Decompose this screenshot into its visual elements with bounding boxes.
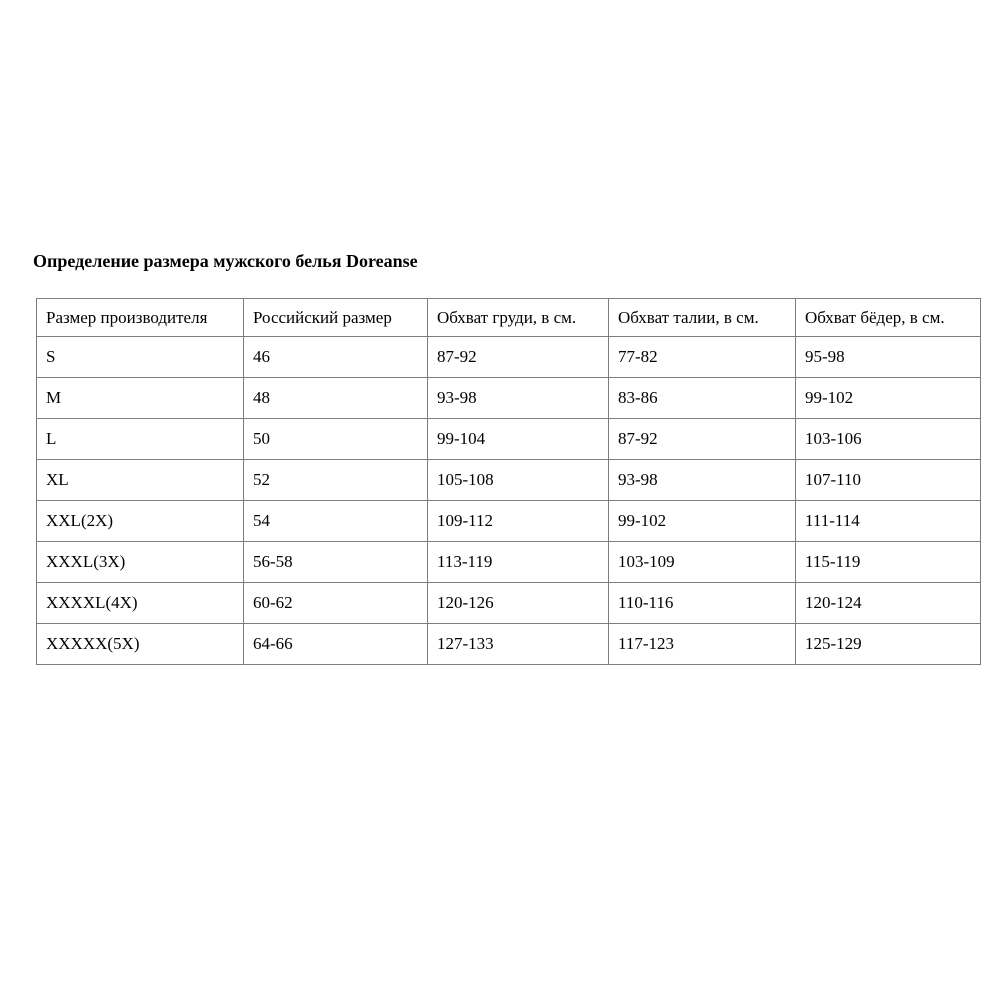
table-header-row: Размер производителя Российский размер Обх… xyxy=(36,298,981,337)
table-cell: XXXL(3X) xyxy=(36,541,244,583)
table-cell: 105-108 xyxy=(427,459,609,501)
table-cell: L xyxy=(36,418,244,460)
table-cell: 93-98 xyxy=(427,377,609,419)
table-cell: 77-82 xyxy=(608,336,796,378)
table-cell: 109-112 xyxy=(427,500,609,542)
column-header: Обхват бёдер, в см. xyxy=(795,298,981,337)
table-cell: 99-102 xyxy=(608,500,796,542)
table-cell: 99-104 xyxy=(427,418,609,460)
table-cell: 54 xyxy=(243,500,428,542)
table-cell: 103-106 xyxy=(795,418,981,460)
table-row: M 48 93-98 83-86 99-102 xyxy=(36,377,981,419)
table-cell: 64-66 xyxy=(243,623,428,665)
table-cell: 113-119 xyxy=(427,541,609,583)
table-cell: XXXXX(5X) xyxy=(36,623,244,665)
table-cell: 56-58 xyxy=(243,541,428,583)
table-cell: 107-110 xyxy=(795,459,981,501)
table-body: S 46 87-92 77-82 95-98 M 48 93-98 83-86 99-102 L 50… xyxy=(36,336,981,665)
column-header: Российский размер xyxy=(243,298,428,337)
table-cell: 50 xyxy=(243,418,428,460)
table-cell: 115-119 xyxy=(795,541,981,583)
table-cell: M xyxy=(36,377,244,419)
table-cell: 125-129 xyxy=(795,623,981,665)
table-cell: 60-62 xyxy=(243,582,428,624)
table-cell: 87-92 xyxy=(427,336,609,378)
table-row: XXXXL(4X) 60-62 120-126 110-116 120-124 xyxy=(36,582,981,624)
column-header: Обхват груди, в см. xyxy=(427,298,609,337)
table-cell: 110-116 xyxy=(608,582,796,624)
page-title: Определение размера мужского белья Dorea… xyxy=(33,251,418,271)
table-cell: 120-126 xyxy=(427,582,609,624)
table-cell: 111-114 xyxy=(795,500,981,542)
column-header: Размер производителя xyxy=(36,298,244,337)
table-cell: 93-98 xyxy=(608,459,796,501)
table-cell: 117-123 xyxy=(608,623,796,665)
table-cell: XXL(2X) xyxy=(36,500,244,542)
table-cell: XXXXL(4X) xyxy=(36,582,244,624)
table-cell: 87-92 xyxy=(608,418,796,460)
table-row: L 50 99-104 87-92 103-106 xyxy=(36,418,981,460)
table-cell: 48 xyxy=(243,377,428,419)
table-cell: XL xyxy=(36,459,244,501)
table-cell: 103-109 xyxy=(608,541,796,583)
table-cell: S xyxy=(36,336,244,378)
table-row: S 46 87-92 77-82 95-98 xyxy=(36,336,981,378)
table-row: XL 52 105-108 93-98 107-110 xyxy=(36,459,981,501)
table-row: XXXL(3X) 56-58 113-119 103-109 115-119 xyxy=(36,541,981,583)
table-cell: 127-133 xyxy=(427,623,609,665)
table-row: XXXXX(5X) 64-66 127-133 117-123 125-129 xyxy=(36,623,981,665)
table-cell: 46 xyxy=(243,336,428,378)
table-cell: 99-102 xyxy=(795,377,981,419)
column-header: Обхват талии, в см. xyxy=(608,298,796,337)
size-chart-table: Размер производителя Российский размер Обх… xyxy=(36,298,981,665)
table-cell: 95-98 xyxy=(795,336,981,378)
table-row: XXL(2X) 54 109-112 99-102 111-114 xyxy=(36,500,981,542)
table-cell: 120-124 xyxy=(795,582,981,624)
table-cell: 52 xyxy=(243,459,428,501)
table-cell: 83-86 xyxy=(608,377,796,419)
